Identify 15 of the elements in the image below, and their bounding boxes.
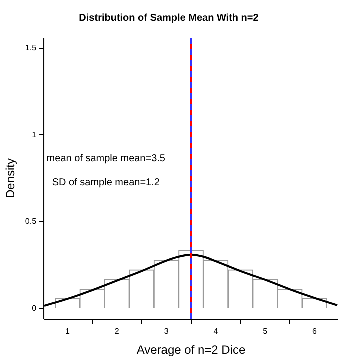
y-axis-title: Density bbox=[4, 158, 18, 199]
chart-title: Distribution of Sample Mean With n=2 bbox=[79, 12, 260, 24]
y-tick-label: 1.5 bbox=[25, 44, 38, 53]
annotation: SD of sample mean=1.2 bbox=[52, 177, 160, 188]
annotation: mean of sample mean=3.5 bbox=[46, 154, 166, 165]
x-tick-label: 4 bbox=[214, 327, 219, 336]
x-axis-title: Average of n=2 Dice bbox=[136, 343, 246, 358]
y-tick-label: 0 bbox=[32, 304, 38, 313]
x-tick-label: 2 bbox=[114, 327, 120, 336]
x-tick-label: 1 bbox=[66, 327, 71, 336]
y-tick-label: 1 bbox=[32, 130, 38, 140]
x-tick-label: 5 bbox=[263, 327, 268, 336]
y-tick-label: 0.5 bbox=[25, 217, 38, 226]
x-tick-label: 3 bbox=[164, 327, 170, 336]
x-tick-label: 6 bbox=[312, 327, 318, 336]
